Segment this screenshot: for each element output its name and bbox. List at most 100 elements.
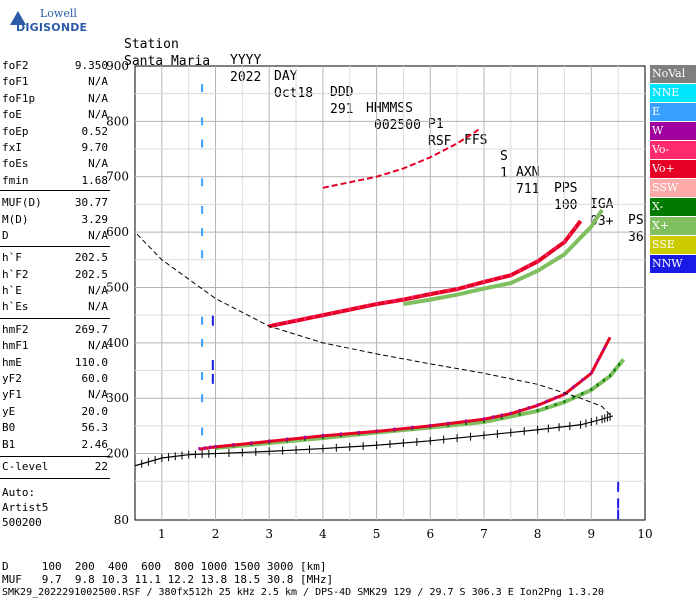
param-key: fmin xyxy=(2,173,29,187)
spurious-echo xyxy=(617,509,620,520)
x-mode-trace-1 xyxy=(215,358,626,451)
lowell-digisonde-logo: Lowell DIGISONDE xyxy=(6,5,87,37)
legend-nne: NNE xyxy=(650,84,696,102)
o-mode-echo-point xyxy=(465,284,468,288)
param-row: yE 20.0 xyxy=(0,404,110,420)
footer-muf-row: MUF 9.7 9.8 10.3 11.1 12.2 13.8 18.5 30.… xyxy=(2,573,334,586)
hdr-ddd-value: 291 xyxy=(330,102,354,117)
params-divider xyxy=(0,246,110,247)
x-mode-echo-point xyxy=(609,374,612,378)
legend-w: W xyxy=(650,122,696,140)
param-key: MUF(D) xyxy=(2,196,42,210)
o-mode-echo-point xyxy=(536,403,539,407)
param-row: h`E N/A xyxy=(0,283,110,299)
y-tick-label: 500 xyxy=(106,280,129,294)
o-mode-echo-point xyxy=(330,311,333,315)
o-mode-echo-point xyxy=(474,282,476,286)
param-row: B0 56.3 xyxy=(0,420,110,436)
o-mode-echo-point xyxy=(393,299,396,303)
param-value: N/A xyxy=(88,108,108,122)
param-key: B1 xyxy=(2,437,16,451)
o-mode-echo-point xyxy=(438,290,441,294)
x-mode-echo-point xyxy=(536,408,539,412)
param-row: C-level 22 xyxy=(0,459,110,475)
param-key: h`Es xyxy=(2,300,29,314)
footer-file-info: SMK29_2022291002500.RSF / 380fx512h 25 k… xyxy=(2,587,605,598)
o-mode-echo-point xyxy=(384,300,387,304)
o-mode-trace-1 xyxy=(199,336,612,451)
header-row-1: Station YYYY DAY DDD HHMMSS P1 FFS S AXN… xyxy=(124,21,644,229)
x-mode-echo-point xyxy=(563,400,566,404)
o-mode-echo-point xyxy=(447,421,450,425)
hdr-year-label: YYYY xyxy=(230,53,262,68)
param-key: fxI xyxy=(2,140,22,154)
params-divider xyxy=(0,318,110,319)
o-mode-echo-point xyxy=(268,439,271,443)
param-value: N/A xyxy=(88,284,108,298)
o-mode-echo-point xyxy=(312,314,315,318)
x-mode-echo-point xyxy=(447,423,450,427)
auto-label: Auto: xyxy=(2,486,36,499)
spurious-echo xyxy=(201,372,204,381)
hdr-p1-label: P1 xyxy=(428,117,444,132)
param-value: 9.350 xyxy=(74,59,108,72)
param-key: yE xyxy=(2,404,16,418)
y-tick-label: 200 xyxy=(106,447,129,461)
o-mode-echo-point xyxy=(456,287,459,291)
o-mode-echo-point xyxy=(563,392,566,396)
param-row: h`Es N/A xyxy=(0,299,110,315)
o-mode-echo-point xyxy=(286,320,289,324)
spurious-echo xyxy=(211,315,214,326)
y-tick-label: 900 xyxy=(106,59,129,73)
o-mode-echo-point xyxy=(574,226,577,230)
hdr-s-label: S xyxy=(500,149,508,164)
param-key: D xyxy=(2,228,9,242)
hdr-pps-label: PPS xyxy=(554,181,578,196)
x-mode-echo-point xyxy=(482,420,485,424)
legend-nnw: NNW xyxy=(650,255,696,273)
o-mode-echo-point xyxy=(527,406,530,410)
params-group-5: C-level 22 xyxy=(0,459,110,475)
o-mode-echo-point xyxy=(509,411,512,415)
spurious-echo xyxy=(201,338,204,347)
o-mode-echo-point xyxy=(563,240,566,244)
param-row: foF1 N/A xyxy=(0,74,110,90)
param-row: hmE 110.0 xyxy=(0,355,110,371)
echo-traces xyxy=(198,84,626,520)
o-mode-echo-point xyxy=(198,447,201,451)
x-mode-echo-point xyxy=(618,362,621,366)
param-row: foF2 9.350 xyxy=(0,58,110,74)
param-key: h`F xyxy=(2,251,22,265)
polarization-legend: NoVal NNE E W Vo- Vo+ SSW X- X+ SSE NNW xyxy=(650,65,696,274)
o-mode-echo-point xyxy=(304,316,306,320)
param-value: 30.77 xyxy=(74,196,108,210)
o-mode-echo-point xyxy=(420,293,423,297)
auto-program: Artist5 xyxy=(2,501,49,514)
spurious-echo xyxy=(201,205,204,214)
param-value: 0.52 xyxy=(81,124,109,138)
param-row: M(D) 3.29 xyxy=(0,212,110,228)
param-key: h`E xyxy=(2,284,22,298)
param-value: 202.5 xyxy=(74,251,108,265)
x-mode-echo-point xyxy=(465,421,468,425)
x-mode-echo-point xyxy=(613,368,616,372)
param-key: hmF1 xyxy=(2,339,29,353)
legend-vo-minus: Vo- xyxy=(650,141,696,159)
param-value: N/A xyxy=(88,157,108,171)
o-mode-echo-point xyxy=(482,417,485,421)
param-value: 9.70 xyxy=(81,140,109,154)
spurious-echo xyxy=(201,250,204,259)
param-row: yF1 N/A xyxy=(0,387,110,403)
x-mode-echo-point xyxy=(596,383,599,387)
x-tick-label: 5 xyxy=(373,527,381,541)
o-mode-echo-point xyxy=(304,435,306,439)
x-mode-echo-point xyxy=(602,378,605,382)
o-mode-echo-point xyxy=(429,423,432,427)
logo-triangle-icon xyxy=(10,11,26,25)
footer-distance-row: D 100 200 400 600 800 1000 1500 3000 [km… xyxy=(2,560,327,573)
params-group-3: h`F 202.5 h`F2 202.5 h`E N/A h`Es N/A xyxy=(0,250,110,316)
o-mode-echo-point xyxy=(509,273,512,277)
param-key: foE xyxy=(2,108,22,122)
param-key: M(D) xyxy=(2,212,29,226)
